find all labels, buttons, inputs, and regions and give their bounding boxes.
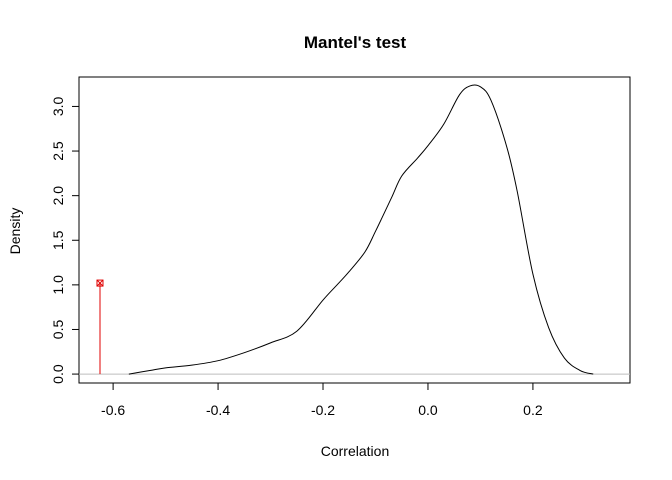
x-tick-label: 0.0 <box>418 402 438 418</box>
y-tick-label: 2.5 <box>50 141 66 161</box>
y-tick-label: 1.5 <box>50 230 66 250</box>
y-axis: 0.0 0.5 1.0 1.5 2.0 2.5 3.0 <box>50 96 80 384</box>
x-tick-label: -0.2 <box>311 402 335 418</box>
x-tick-label: 0.2 <box>523 402 543 418</box>
x-tick-label: -0.6 <box>101 402 125 418</box>
x-axis-title: Correlation <box>321 443 389 459</box>
y-axis-title: Density <box>7 208 23 255</box>
density-curve <box>128 84 594 375</box>
x-axis: -0.6 -0.4 -0.2 0.0 0.2 <box>101 382 543 418</box>
y-tick-label: 2.0 <box>50 186 66 206</box>
observed-value-point <box>96 279 104 287</box>
y-tick-label: 0.5 <box>50 320 66 340</box>
y-tick-label: 0.0 <box>50 364 66 384</box>
observed-cross-stroke <box>96 279 104 287</box>
plot-frame <box>78 76 631 384</box>
observed-value-marker <box>96 279 104 375</box>
chart-title: Mantel's test <box>304 33 407 52</box>
x-tick-label: -0.4 <box>206 402 230 418</box>
y-tick-label: 1.0 <box>50 275 66 295</box>
y-tick-label: 3.0 <box>50 96 66 116</box>
